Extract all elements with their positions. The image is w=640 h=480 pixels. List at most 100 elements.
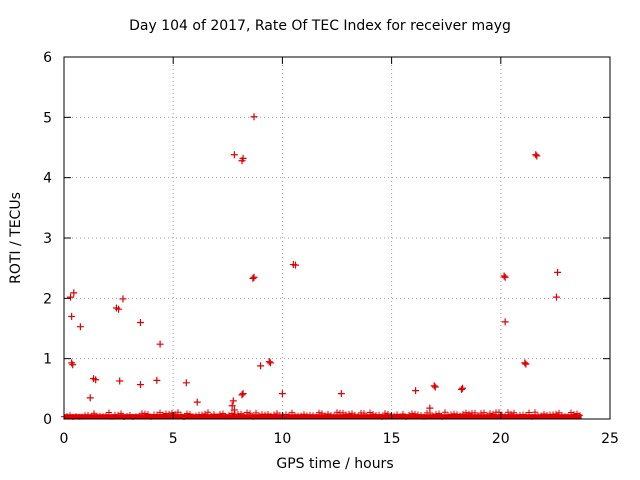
- data-point: [239, 390, 247, 398]
- data-point: [76, 323, 84, 331]
- data-point: [412, 387, 420, 395]
- baseline-marker: [499, 411, 505, 418]
- baseline-marker: [88, 413, 94, 420]
- data-point: [229, 397, 237, 405]
- data-point: [115, 305, 123, 313]
- data-point: [430, 382, 438, 390]
- baseline-marker: [304, 412, 310, 419]
- baseline-marker: [316, 409, 322, 416]
- x-axis-label: GPS time / hours: [276, 456, 394, 472]
- grid-lines: [64, 57, 610, 419]
- baseline-marker: [571, 411, 577, 418]
- baseline-marker: [289, 409, 295, 416]
- baseline-marker: [205, 409, 211, 416]
- baseline-marker: [475, 412, 481, 419]
- baseline-marker: [217, 410, 223, 417]
- baseline-marker: [565, 413, 571, 420]
- baseline-marker: [445, 411, 451, 418]
- baseline-marker: [361, 410, 367, 417]
- baseline-marker: [85, 411, 91, 418]
- baseline-marker: [508, 410, 514, 417]
- y-tick-label: 0: [43, 412, 52, 428]
- y-tick-label: 6: [43, 50, 52, 66]
- data-point: [431, 383, 439, 391]
- baseline-marker: [193, 412, 199, 419]
- data-point: [119, 295, 127, 303]
- data-point: [182, 379, 190, 387]
- data-point: [86, 394, 94, 402]
- y-tick-label: 5: [43, 110, 52, 126]
- baseline-marker: [256, 412, 262, 419]
- baseline-marker: [340, 409, 346, 416]
- baseline-marker: [142, 410, 148, 417]
- baseline-marker: [532, 409, 538, 416]
- data-point: [116, 377, 124, 385]
- baseline-marker: [454, 411, 460, 418]
- baseline-marker: [352, 411, 358, 418]
- data-point: [70, 289, 78, 297]
- baseline-marker: [220, 410, 226, 417]
- data-point: [265, 358, 273, 366]
- data-point: [238, 391, 246, 399]
- data-point: [193, 398, 201, 406]
- y-tick-label: 3: [43, 231, 52, 247]
- baseline-marker: [286, 412, 292, 419]
- baseline-marker: [166, 410, 172, 417]
- baseline-marker: [331, 412, 337, 419]
- baseline-marker: [466, 410, 472, 417]
- baseline-marker: [526, 409, 532, 416]
- baseline-marker: [301, 411, 307, 418]
- data-point: [457, 385, 465, 393]
- data-point: [136, 318, 144, 326]
- x-tick-label: 25: [601, 431, 619, 447]
- baseline-band: [61, 409, 583, 420]
- baseline-marker: [577, 412, 583, 419]
- baseline-marker: [400, 411, 406, 418]
- data-point: [278, 390, 286, 398]
- baseline-marker: [370, 411, 376, 418]
- baseline-marker: [343, 411, 349, 418]
- data-point: [266, 359, 274, 367]
- data-point: [500, 272, 508, 280]
- baseline-marker: [247, 410, 253, 417]
- baseline-marker: [478, 410, 484, 417]
- data-point: [239, 154, 247, 162]
- data-point: [522, 360, 530, 368]
- baseline-marker: [184, 410, 190, 417]
- data-point: [156, 340, 164, 348]
- baseline-marker: [160, 411, 166, 418]
- data-point: [249, 274, 257, 282]
- data-point: [136, 381, 144, 389]
- baseline-marker: [280, 412, 286, 419]
- data-point: [532, 151, 540, 159]
- data-point: [257, 362, 265, 370]
- baseline-marker: [241, 412, 247, 419]
- baseline-marker: [271, 411, 277, 418]
- data-point: [554, 268, 562, 276]
- baseline-marker: [268, 412, 274, 419]
- data-point: [552, 293, 560, 301]
- baseline-marker: [283, 411, 289, 418]
- baseline-marker: [412, 410, 418, 417]
- data-point: [501, 273, 509, 281]
- baseline-marker: [244, 409, 250, 416]
- baseline-marker: [253, 409, 259, 416]
- baseline-marker: [364, 413, 370, 420]
- baseline-marker: [553, 410, 559, 417]
- baseline-marker: [472, 409, 478, 416]
- y-tick-label: 4: [43, 171, 52, 187]
- baseline-marker: [481, 409, 487, 416]
- baseline-marker: [325, 410, 331, 417]
- y-tick-label: 1: [43, 352, 52, 368]
- data-point: [250, 113, 258, 121]
- baseline-marker: [118, 410, 124, 417]
- data-point: [153, 376, 161, 384]
- baseline-marker: [433, 411, 439, 418]
- data-point: [459, 384, 467, 392]
- baseline-marker: [64, 412, 70, 419]
- baseline-band-fill: [64, 414, 582, 419]
- y-tick-label: 2: [43, 291, 52, 307]
- baseline-marker: [259, 411, 265, 418]
- data-points: [67, 113, 562, 414]
